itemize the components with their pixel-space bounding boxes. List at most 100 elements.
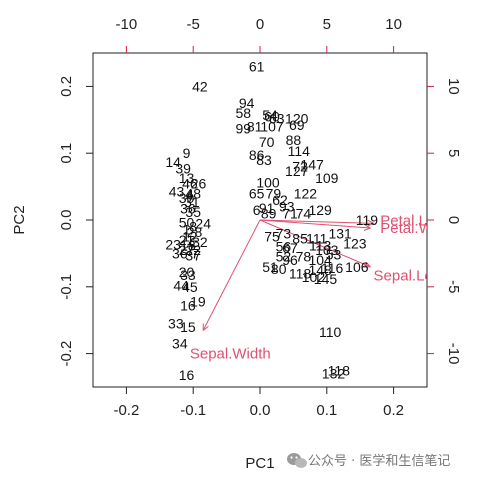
- point-label-22: 22: [185, 242, 201, 258]
- point-label-0: 42: [192, 78, 208, 94]
- point-label-26: 37: [185, 247, 201, 263]
- watermark: 公众号 · 医学和生信笔记: [287, 453, 450, 469]
- point-label-25: 36: [172, 245, 188, 261]
- point-label-56: 72: [292, 159, 308, 175]
- point-label-20: 21: [179, 232, 195, 248]
- point-label-12: 36: [180, 201, 196, 217]
- point-label-36: 15: [180, 319, 196, 335]
- y-tick-label-3: 0.1: [58, 143, 75, 164]
- point-label-44: 60: [264, 108, 280, 124]
- point-label-48: 107: [260, 118, 284, 134]
- point-label-3: 39: [175, 161, 191, 177]
- point-label-83: 52: [276, 249, 292, 265]
- point-label-93: 145: [314, 271, 338, 287]
- point-label-79: 103: [315, 242, 339, 258]
- point-label-54: 83: [256, 152, 272, 168]
- point-label-13: 35: [185, 204, 201, 220]
- top-tick-label-4: 10: [385, 16, 402, 33]
- point-label-64: 91: [259, 200, 275, 216]
- point-label-8: 4: [186, 187, 194, 203]
- point-label-58: 109: [315, 170, 339, 186]
- point-label-81: 67: [282, 240, 298, 256]
- point-label-91: 118: [289, 265, 312, 281]
- point-label-60: 65: [249, 185, 265, 201]
- y-tick-label-4: 0.2: [58, 76, 75, 97]
- point-label-87: 96: [282, 252, 298, 268]
- point-label-16: 8: [189, 219, 197, 235]
- x-tick-label-3: 0.1: [316, 402, 337, 419]
- point-label-43: 54: [262, 107, 278, 123]
- point-label-46: 120: [285, 110, 309, 126]
- point-label-32: 45: [182, 279, 198, 295]
- point-label-94: 102: [302, 269, 326, 285]
- y-tick-label-1: -0.1: [58, 274, 75, 300]
- y-axis-ticks: -0.2 -0.1 0.0 0.1 0.2: [58, 76, 93, 367]
- point-label-2: 14: [165, 154, 181, 170]
- point-label-63: 62: [272, 192, 288, 208]
- top-tick-label-1: -5: [187, 16, 200, 33]
- right-tick-label-0: -10: [445, 343, 462, 365]
- x-axis-ticks: -0.2 -0.1 0.0 0.1 0.2: [113, 387, 404, 419]
- y-tick-label-2: 0.0: [58, 210, 75, 231]
- x-tick-label-4: 0.2: [383, 402, 404, 419]
- x-axis-label: PC1: [245, 455, 274, 472]
- point-label-73: 73: [276, 225, 292, 241]
- point-label-50: 88: [286, 132, 302, 148]
- top-axis-ticks: -10 -5 0 5 10: [116, 16, 402, 53]
- point-label-82: 53: [326, 247, 342, 263]
- point-label-97: 132: [322, 366, 346, 382]
- point-label-38: 16: [179, 367, 195, 383]
- loading-label-3: Sepal.Width: [190, 346, 271, 363]
- point-label-67: 6: [253, 202, 261, 218]
- point-label-29: 33: [180, 267, 196, 283]
- point-label-47: 81: [247, 118, 263, 134]
- point-label-77: 85: [292, 231, 308, 247]
- point-label-17: 1: [183, 221, 191, 237]
- point-label-78: 113: [309, 237, 332, 253]
- y-tick-label-0: -0.2: [58, 341, 75, 367]
- point-label-18: 28: [187, 224, 203, 240]
- point-label-66: 129: [308, 202, 332, 218]
- point-label-37: 34: [172, 336, 188, 352]
- point-label-42: 99: [236, 120, 252, 136]
- top-tick-label-3: 5: [323, 16, 331, 33]
- point-label-62: 79: [266, 185, 282, 201]
- point-label-57: 127: [285, 163, 309, 179]
- point-label-59: 100: [256, 175, 280, 191]
- point-label-7: 43: [169, 183, 185, 199]
- loading-label-1: Petal.W: [380, 220, 433, 237]
- point-label-34: 19: [190, 293, 206, 309]
- point-label-4: 13: [179, 170, 195, 186]
- point-label-21: 32: [192, 234, 208, 250]
- point-label-61: 122: [294, 185, 318, 201]
- point-label-10: 48: [185, 185, 201, 201]
- point-label-86: 106: [345, 259, 369, 275]
- point-label-24: 7: [191, 245, 199, 261]
- point-label-65: 93: [279, 199, 295, 215]
- point-label-90: 51: [262, 259, 278, 275]
- point-label-6: 26: [191, 175, 207, 191]
- point-label-33: 16: [180, 298, 196, 314]
- y-axis-label: PC2: [11, 205, 28, 234]
- loading-arrow-3: [203, 219, 261, 330]
- point-label-89: 80: [271, 261, 287, 277]
- point-label-96: 118: [328, 362, 351, 378]
- point-label-30: 20: [179, 264, 195, 280]
- point-label-31: 44: [173, 277, 189, 293]
- point-label-28: 12: [182, 229, 198, 245]
- point-label-74: 75: [264, 229, 280, 245]
- point-label-27: 27: [179, 242, 195, 258]
- point-label-55: 147: [300, 157, 324, 173]
- right-tick-label-1: -5: [445, 280, 462, 293]
- point-label-53: 86: [249, 147, 265, 163]
- point-label-69: 71: [282, 205, 298, 221]
- top-tick-label-0: -10: [116, 16, 138, 33]
- x-tick-label-2: 0.0: [250, 402, 271, 419]
- right-axis-ticks: -10 -5 0 5 10: [427, 78, 462, 364]
- point-label-88: 116: [321, 260, 344, 276]
- loading-label-2: Sepal.Len: [374, 267, 442, 284]
- x-tick-label-0: -0.2: [113, 402, 139, 419]
- point-label-23: 18: [180, 237, 196, 253]
